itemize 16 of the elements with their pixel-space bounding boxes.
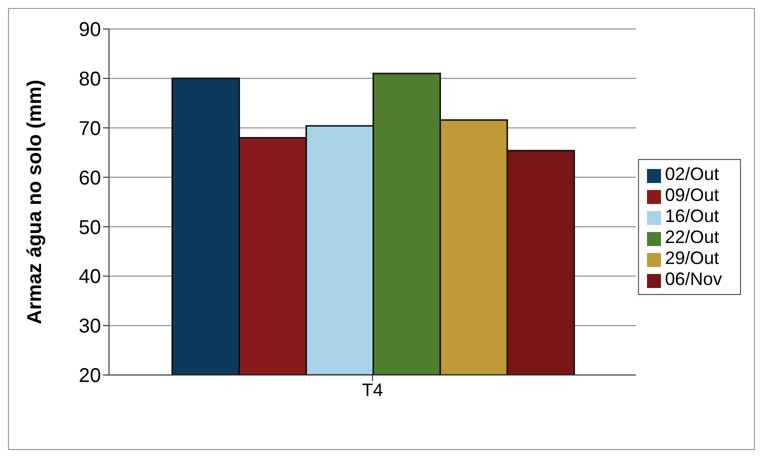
y-tick-label: 50 [78, 216, 101, 239]
legend-label: 22/Out [664, 227, 719, 247]
legend-label: 16/Out [664, 206, 719, 226]
y-tick-label: 60 [78, 167, 101, 190]
y-tick-label: 40 [78, 266, 101, 288]
y-tick-label: 90 [78, 19, 101, 42]
x-tick-label: T4 [362, 380, 383, 400]
y-tick-label: 80 [78, 68, 101, 91]
y-tick-label: 70 [78, 118, 101, 140]
legend-label: 06/Nov [664, 269, 722, 289]
y-tick-label: 20 [78, 365, 101, 388]
legend-label: 29/Out [664, 248, 719, 268]
y-tick-label: 30 [78, 316, 101, 338]
legend-label: 09/Out [664, 185, 719, 205]
y-axis-title: Armaz água no solo (mm) [24, 80, 46, 324]
legend-label: 02/Out [664, 164, 719, 184]
